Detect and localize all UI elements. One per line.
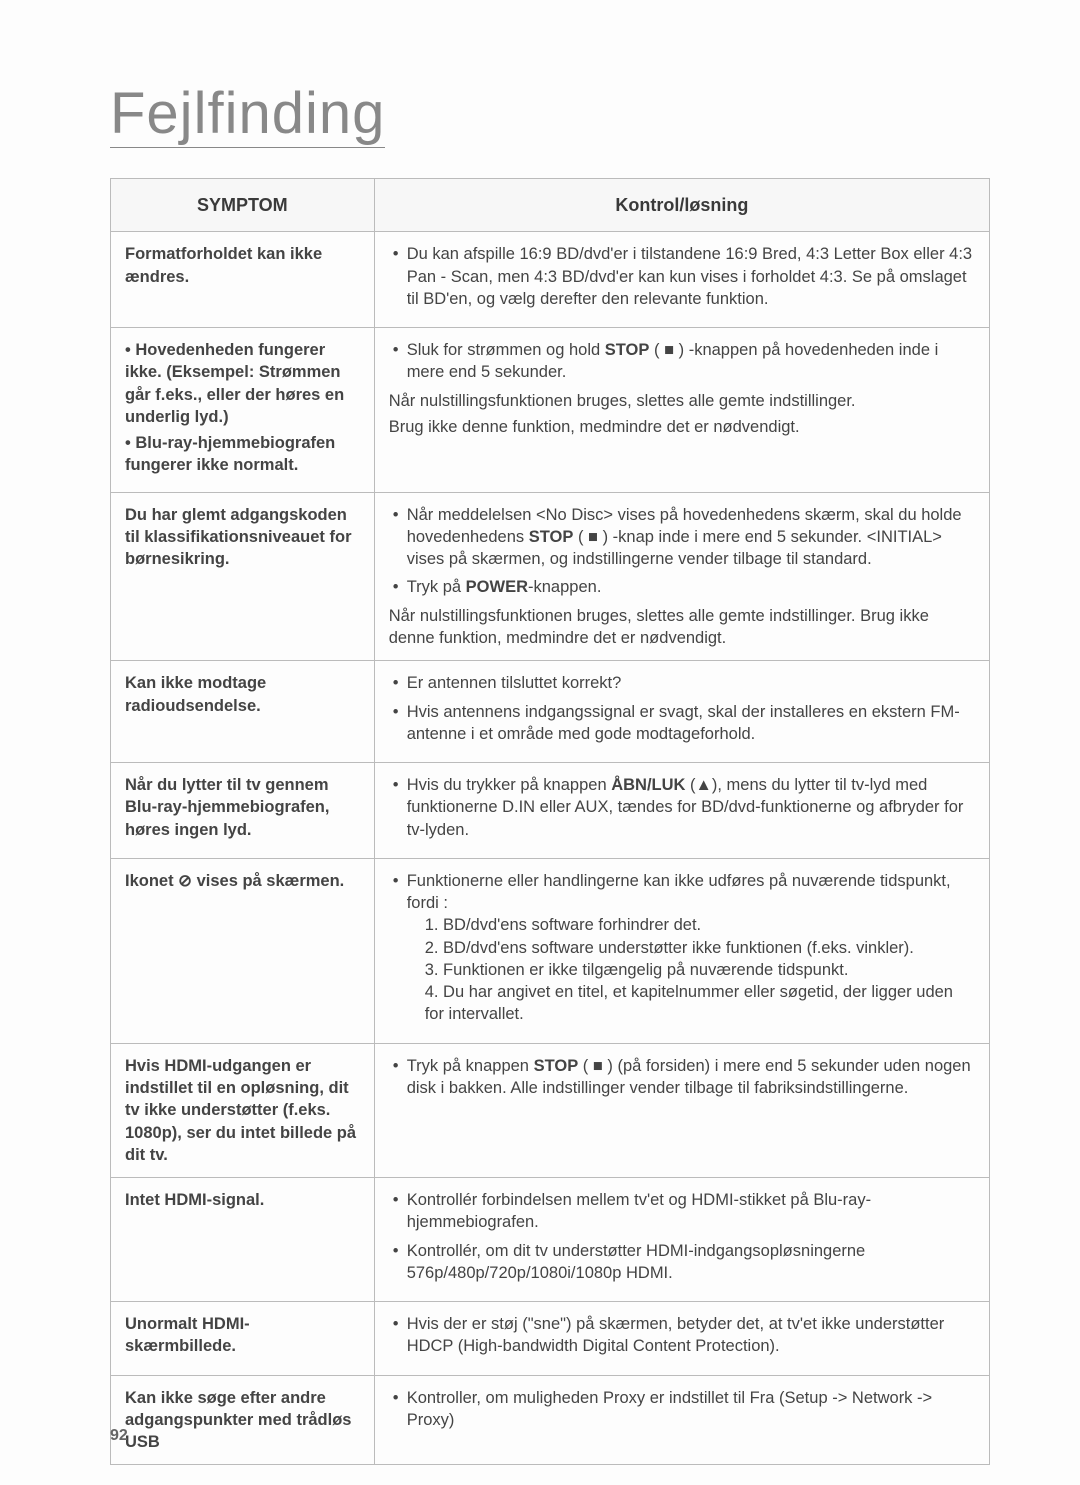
text: Hvis du trykker på knappen — [407, 776, 612, 794]
symptom-cell: Du har glemt adgangskoden til klassifika… — [111, 492, 375, 661]
list-item: 1. BD/dvd'ens software forhindrer det. — [407, 914, 975, 936]
table-row: Formatforholdet kan ikke ændres. Du kan … — [111, 232, 990, 328]
solution-text: Kontroller, om muligheden Proxy er indst… — [393, 1387, 975, 1432]
solution-text: Når nulstillingsfunktionen bruges, slett… — [389, 390, 975, 412]
solution-text: Kontrollér, om dit tv understøtter HDMI-… — [393, 1240, 975, 1285]
symptom-cell: Kan ikke søge efter andre adgangspunkter… — [111, 1375, 375, 1465]
symptom-cell: Ikonet ⊘ vises på skærmen. — [111, 858, 375, 1043]
col-symptom-header: SYMPTOM — [111, 179, 375, 232]
text: Tryk på — [407, 578, 466, 596]
table-row: Ikonet ⊘ vises på skærmen. Funktionerne … — [111, 858, 990, 1043]
solution-text: Når nulstillingsfunktionen bruges, slett… — [389, 605, 975, 650]
button-ref: POWER — [466, 578, 528, 596]
solution-cell: Du kan afspille 16:9 BD/dvd'er i tilstan… — [374, 232, 989, 328]
solution-cell: Kontroller, om muligheden Proxy er indst… — [374, 1375, 989, 1465]
page-number: 92 — [110, 1427, 128, 1445]
solution-cell: Funktionerne eller handlingerne kan ikke… — [374, 858, 989, 1043]
text: -knappen. — [528, 578, 601, 596]
symptom-cell: Kan ikke modtage radioudsendelse. — [111, 661, 375, 763]
troubleshooting-table: SYMPTOM Kontrol/løsning Formatforholdet … — [110, 178, 990, 1465]
table-row: Hovedenheden fungerer ikke. (Eksempel: S… — [111, 328, 990, 493]
table-row: Du har glemt adgangskoden til klassifika… — [111, 492, 990, 661]
symptom-cell: Hvis HDMI-udgangen er indstillet til en … — [111, 1043, 375, 1177]
solution-cell: Sluk for strømmen og hold STOP ( ■ ) -kn… — [374, 328, 989, 493]
symptom-cell: Formatforholdet kan ikke ændres. — [111, 232, 375, 328]
symptom-cell: Intet HDMI-signal. — [111, 1178, 375, 1302]
solution-text: Når meddelelsen <No Disc> vises på hoved… — [393, 504, 975, 571]
table-row: Kan ikke modtage radioudsendelse. Er ant… — [111, 661, 990, 763]
list-item: 3. Funktionen er ikke tilgængelig på nuv… — [407, 959, 975, 981]
solution-text: Tryk på knappen STOP ( ■ ) (på forsiden)… — [393, 1055, 975, 1100]
symptom-item: Blu-ray-hjemmebiografen fungerer ikke no… — [125, 432, 360, 477]
symptom-cell: Hovedenheden fungerer ikke. (Eksempel: S… — [111, 328, 375, 493]
button-ref: STOP — [529, 528, 574, 546]
solution-text: Tryk på POWER-knappen. — [393, 576, 975, 598]
solution-text: Hvis du trykker på knappen ÅBN/LUK (▲), … — [393, 774, 975, 841]
symptom-item: Hovedenheden fungerer ikke. (Eksempel: S… — [125, 339, 360, 428]
table-row: Intet HDMI-signal. Kontrollér forbindels… — [111, 1178, 990, 1302]
button-ref: STOP — [605, 341, 650, 359]
table-row: Unormalt HDMI-skærmbillede. Hvis der er … — [111, 1302, 990, 1376]
table-row: Når du lytter til tv gennem Blu-ray-hjem… — [111, 763, 990, 859]
solution-cell: Når meddelelsen <No Disc> vises på hoved… — [374, 492, 989, 661]
solution-cell: Kontrollér forbindelsen mellem tv'et og … — [374, 1178, 989, 1302]
solution-text: Brug ikke denne funktion, medmindre det … — [389, 416, 975, 438]
col-solution-header: Kontrol/løsning — [374, 179, 989, 232]
solution-text: Kontrollér forbindelsen mellem tv'et og … — [393, 1189, 975, 1234]
list-item: 2. BD/dvd'ens software understøtter ikke… — [407, 937, 975, 959]
solution-text: Du kan afspille 16:9 BD/dvd'er i tilstan… — [393, 243, 975, 310]
page-title: Fejlfinding — [110, 80, 385, 148]
text: Funktionerne eller handlingerne kan ikke… — [407, 872, 951, 912]
solution-text: Hvis antennens indgangssignal er svagt, … — [393, 701, 975, 746]
solution-cell: Er antennen tilsluttet korrekt? Hvis ant… — [374, 661, 989, 763]
solution-cell: Hvis du trykker på knappen ÅBN/LUK (▲), … — [374, 763, 989, 859]
solution-cell: Hvis der er støj ("sne") på skærmen, bet… — [374, 1302, 989, 1376]
button-ref: ÅBN/LUK — [611, 776, 685, 794]
symptom-cell: Når du lytter til tv gennem Blu-ray-hjem… — [111, 763, 375, 859]
text: Sluk for strømmen og hold — [407, 341, 605, 359]
table-row: Hvis HDMI-udgangen er indstillet til en … — [111, 1043, 990, 1177]
solution-text: Funktionerne eller handlingerne kan ikke… — [393, 870, 975, 1026]
solution-text: Hvis der er støj ("sne") på skærmen, bet… — [393, 1313, 975, 1358]
list-item: 4. Du har angivet en titel, et kapitelnu… — [407, 981, 975, 1026]
solution-text: Sluk for strømmen og hold STOP ( ■ ) -kn… — [393, 339, 975, 384]
solution-text: Er antennen tilsluttet korrekt? — [393, 672, 975, 694]
text: Tryk på knappen — [407, 1057, 534, 1075]
solution-cell: Tryk på knappen STOP ( ■ ) (på forsiden)… — [374, 1043, 989, 1177]
button-ref: STOP — [534, 1057, 579, 1075]
symptom-cell: Unormalt HDMI-skærmbillede. — [111, 1302, 375, 1376]
table-row: Kan ikke søge efter andre adgangspunkter… — [111, 1375, 990, 1465]
